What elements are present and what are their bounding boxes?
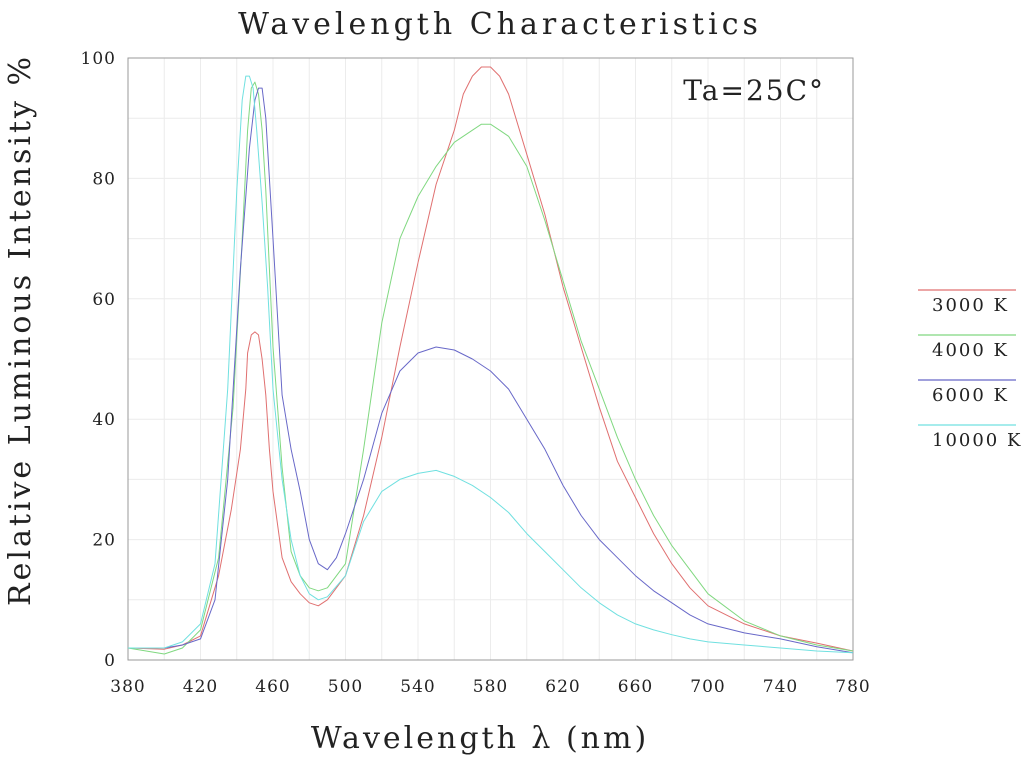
y-tick-label: 40 [92, 410, 116, 430]
x-tick-label: 460 [255, 677, 290, 697]
plot-area [127, 57, 854, 661]
series-line-4000-k [127, 81, 854, 655]
x-tick-label: 780 [835, 677, 870, 697]
y-tick-label: 80 [92, 169, 116, 189]
grid [127, 57, 854, 661]
x-tick-label: 380 [110, 677, 145, 697]
y-tick-label: 0 [104, 651, 116, 671]
series-lines [127, 66, 854, 655]
y-tick-label: 100 [81, 49, 116, 69]
legend-label: 4000 K [932, 340, 1009, 361]
x-tick-label: 500 [328, 677, 363, 697]
x-tick-label: 660 [618, 677, 653, 697]
legend-label: 6000 K [932, 385, 1009, 406]
x-tick-label: 420 [183, 677, 218, 697]
temperature-annotation: Ta=25C° [683, 74, 825, 107]
x-tick-label: 700 [690, 677, 725, 697]
series-line-6000-k [128, 87, 854, 654]
legend-label: 10000 K [932, 430, 1022, 451]
y-axis-title: Relative Luminous Intensity % [3, 54, 38, 606]
legend-label: 3000 K [932, 295, 1009, 316]
legend: 3000 K 4000 K 6000 K 10000 K [918, 289, 1022, 451]
chart-title: Wavelength Characteristics [238, 7, 762, 42]
x-tick-label: 540 [400, 677, 435, 697]
axis-ticks: 380 420 460 500 540 580 620 660 700 740 780 0 20 40 60… [81, 49, 870, 697]
x-tick-label: 620 [545, 677, 580, 697]
y-tick-label: 20 [92, 531, 116, 551]
x-tick-label: 580 [473, 677, 508, 697]
series-line-10000-k [128, 75, 854, 654]
y-tick-label: 60 [92, 290, 116, 310]
x-tick-label: 740 [763, 677, 798, 697]
x-axis-title: Wavelength λ (nm) [311, 721, 649, 756]
